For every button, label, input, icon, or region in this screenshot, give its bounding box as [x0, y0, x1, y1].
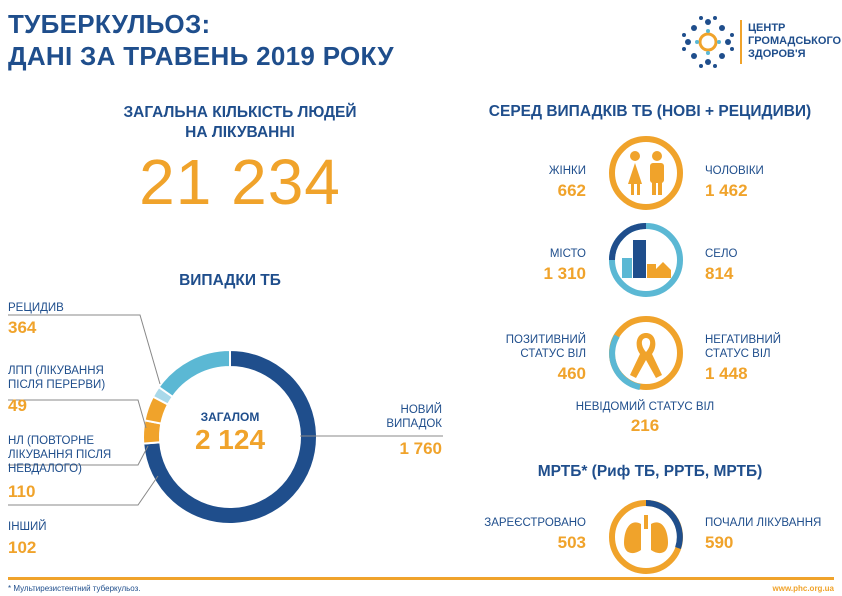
title-line-1: ТУБЕРКУЛЬОЗ:: [8, 9, 211, 39]
logo-line-1: ЦЕНТР: [748, 22, 786, 34]
relapse-leader-line: [8, 314, 161, 385]
ltfu-value: 49: [8, 396, 27, 415]
logo-text: ЦЕНТР ГРОМАДСЬКОГО ЗДОРОВ'Я: [748, 22, 841, 61]
hiv-negative-value: 1 448: [705, 364, 748, 383]
ltfu-label: ЛПП (ЛІКУВАННЯ ПІСЛЯ ПЕРЕРВИ): [8, 364, 105, 392]
gender-circle: [609, 136, 683, 210]
logo-line-2: ГРОМАДСЬКОГО: [748, 35, 842, 47]
other-value: 102: [8, 538, 37, 557]
treatment-total-value: 21 234: [139, 146, 341, 218]
failure-value: 110: [8, 482, 36, 501]
failure-leader-line: [8, 445, 149, 466]
city-buildings-icon: [622, 240, 656, 278]
man-icon: [650, 151, 664, 195]
woman-icon: [628, 151, 642, 195]
donut-center: ЗАГАЛОМ 2 124: [175, 410, 285, 456]
footer-url[interactable]: www.phc.org.ua: [772, 584, 834, 593]
page-title: ТУБЕРКУЛЬОЗ: ДАНІ ЗА ТРАВЕНЬ 2019 РОКУ: [8, 8, 394, 72]
cases-title: ВИПАДКИ ТБ: [179, 272, 281, 289]
cases-donut-chart: [142, 348, 318, 525]
new-case-slice: [142, 348, 318, 525]
treatment-label-line-1: ЗАГАЛЬНА КІЛЬКІСТЬ ЛЮДЕЙ: [123, 104, 357, 121]
city-label: МІСТО: [549, 248, 586, 260]
men-label: ЧОЛОВІКИ: [705, 165, 764, 177]
mdr-registered-label: ЗАРЕЄСТРОВАНО: [484, 517, 586, 529]
men-value: 1 462: [705, 181, 748, 200]
title-line-2: ДАНІ ЗА ТРАВЕНЬ 2019 РОКУ: [8, 41, 394, 71]
ltfu-leader-line: [8, 399, 147, 429]
new-case-label-line-1: НОВИЙ: [400, 404, 442, 416]
mdr-circle: [609, 500, 683, 574]
new-case-label: НОВИЙ ВИПАДОК: [360, 403, 442, 431]
mdr-started-value: 590: [705, 533, 734, 552]
footer-note: * Мультирезистентний туберкульоз.: [8, 584, 141, 593]
logo-line-3: ЗДОРОВ'Я: [748, 48, 806, 60]
hiv-negative-line-2: СТАТУС ВІЛ: [705, 348, 771, 360]
logo-icon: [682, 16, 734, 68]
other-label: ІНШИЙ: [8, 521, 47, 533]
total-label: ЗАГАЛОМ: [200, 410, 260, 424]
relapse-slice: [157, 348, 231, 399]
failure-label-line-2: ЛІКУВАННЯ ПІСЛЯ: [8, 449, 112, 461]
ltfu-label-line-1: ЛПП (ЛІКУВАННЯ: [8, 365, 104, 377]
ltfu-label-line-2: ПІСЛЯ ПЕРЕРВИ): [8, 379, 106, 391]
mdr-title: МРТБ* (Риф ТБ, РРТБ, МРТБ): [537, 463, 763, 480]
hiv-positive-line-1: ПОЗИТИВНИЙ: [505, 334, 586, 346]
village-label: СЕЛО: [705, 248, 738, 260]
ribbon-icon: [630, 333, 662, 378]
lungs-icon: [624, 515, 668, 554]
other-leader-line: [8, 475, 159, 506]
hiv-positive-value: 460: [557, 364, 586, 383]
women-label: ЖІНКИ: [548, 165, 586, 177]
mdr-started-label: ПОЧАЛИ ЛІКУВАННЯ: [705, 517, 822, 529]
hiv-circle: [609, 316, 683, 390]
failure-label-line-3: НЕВДАЛОГО): [8, 463, 82, 475]
among-title: СЕРЕД ВИПАДКІВ ТБ (НОВІ + РЕЦИДИВИ): [488, 103, 812, 120]
treatment-label: ЗАГАЛЬНА КІЛЬКІСТЬ ЛЮДЕЙ НА ЛІКУВАННІ: [80, 103, 400, 143]
village-value: 814: [705, 264, 734, 283]
hiv-negative-label: НЕГАТИВНИЙ СТАТУС ВІЛ: [705, 333, 781, 361]
hiv-unknown-value: 216: [630, 416, 660, 435]
failure-label-line-1: НЛ (ПОВТОРНЕ: [8, 435, 95, 447]
location-circle: [609, 223, 683, 297]
new-case-value: 1 760: [399, 439, 442, 458]
village-house-icon: [655, 262, 671, 278]
treatment-label-line-2: НА ЛІКУВАННІ: [185, 124, 295, 141]
leader-lines: [8, 314, 443, 506]
gender-ring: [609, 136, 683, 210]
hiv-positive-line-2: СТАТУС ВІЛ: [520, 348, 586, 360]
new-case-label-line-2: ВИПАДОК: [386, 418, 442, 430]
failure-label: НЛ (ПОВТОРНЕ ЛІКУВАННЯ ПІСЛЯ НЕВДАЛОГО): [8, 434, 111, 476]
hiv-negative-line-1: НЕГАТИВНИЙ: [705, 334, 782, 346]
relapse-label: РЕЦИДИВ: [8, 302, 64, 314]
hiv-positive-label: ПОЗИТИВНИЙ СТАТУС ВІЛ: [480, 333, 586, 361]
women-value: 662: [557, 181, 586, 200]
city-value: 1 310: [543, 264, 586, 283]
hiv-unknown-label: НЕВІДОМИЙ СТАТУС ВІЛ: [575, 401, 715, 413]
mdr-registered-value: 503: [557, 533, 586, 552]
relapse-value: 364: [8, 318, 37, 337]
total-value: 2 124: [194, 424, 266, 455]
footer-divider: [8, 577, 834, 580]
logo-divider: [740, 20, 742, 64]
